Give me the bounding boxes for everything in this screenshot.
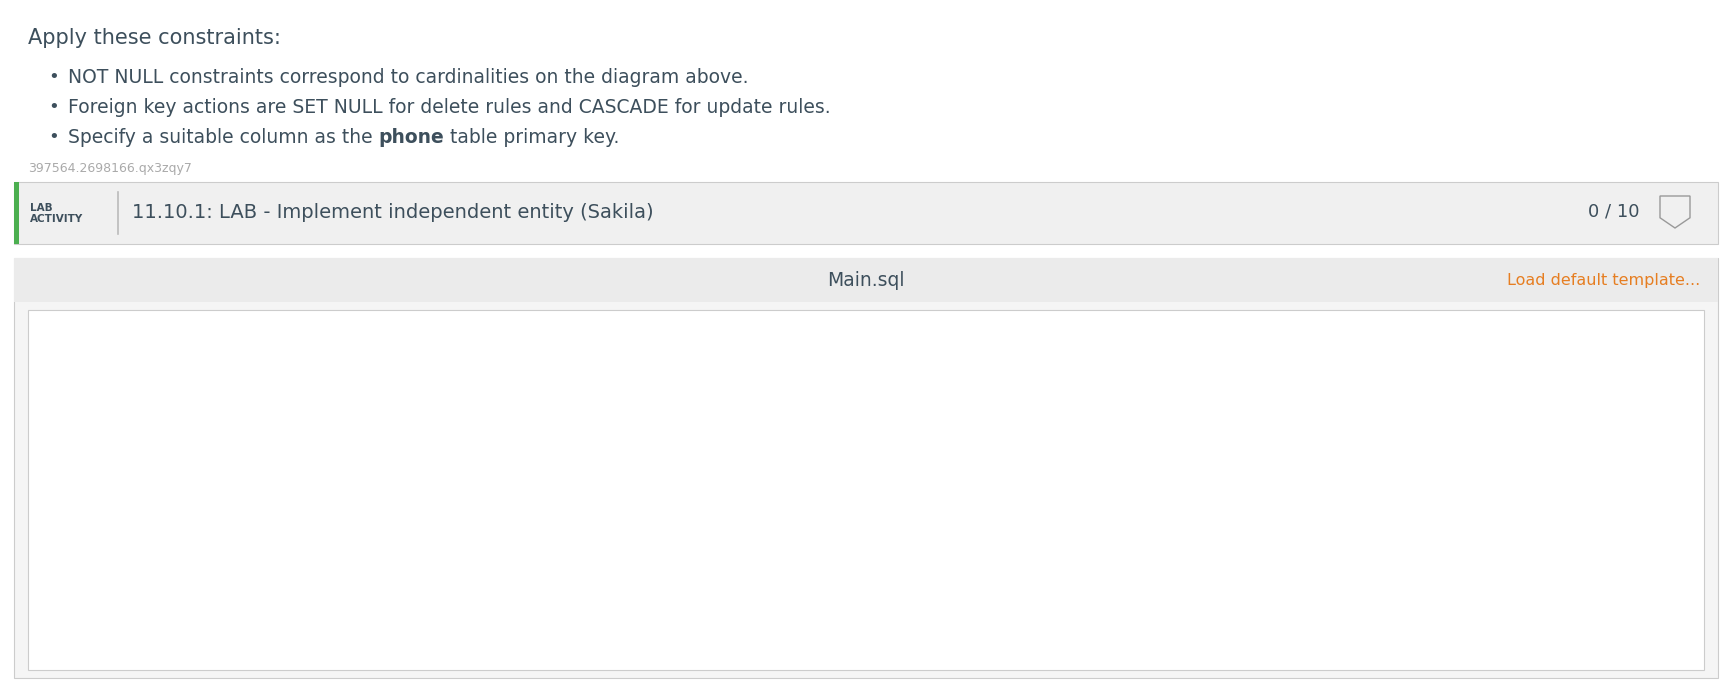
Text: •: • <box>48 98 59 116</box>
FancyBboxPatch shape <box>14 258 1718 302</box>
Text: ACTIVITY: ACTIVITY <box>29 214 83 224</box>
Text: NOT NULL constraints correspond to cardinalities on the diagram above.: NOT NULL constraints correspond to cardi… <box>68 68 748 87</box>
FancyBboxPatch shape <box>14 258 1718 678</box>
Text: 0 / 10: 0 / 10 <box>1588 203 1640 221</box>
Text: Load default template...: Load default template... <box>1507 273 1701 288</box>
FancyBboxPatch shape <box>14 182 1718 244</box>
Text: Apply these constraints:: Apply these constraints: <box>28 28 281 48</box>
Text: table primary key.: table primary key. <box>445 128 620 147</box>
Text: •: • <box>48 128 59 146</box>
Bar <box>14 182 19 244</box>
Text: Main.sql: Main.sql <box>828 270 904 290</box>
FancyBboxPatch shape <box>28 310 1704 670</box>
Text: LAB: LAB <box>29 203 52 213</box>
Text: Specify a suitable column as the: Specify a suitable column as the <box>68 128 379 147</box>
Text: 11.10.1: LAB - Implement independent entity (Sakila): 11.10.1: LAB - Implement independent ent… <box>132 203 653 222</box>
Text: phone: phone <box>379 128 445 147</box>
Text: •: • <box>48 68 59 86</box>
Text: Foreign key actions are SET NULL for delete rules and CASCADE for update rules.: Foreign key actions are SET NULL for del… <box>68 98 831 117</box>
Text: 397564.2698166.qx3zqy7: 397564.2698166.qx3zqy7 <box>28 162 192 175</box>
